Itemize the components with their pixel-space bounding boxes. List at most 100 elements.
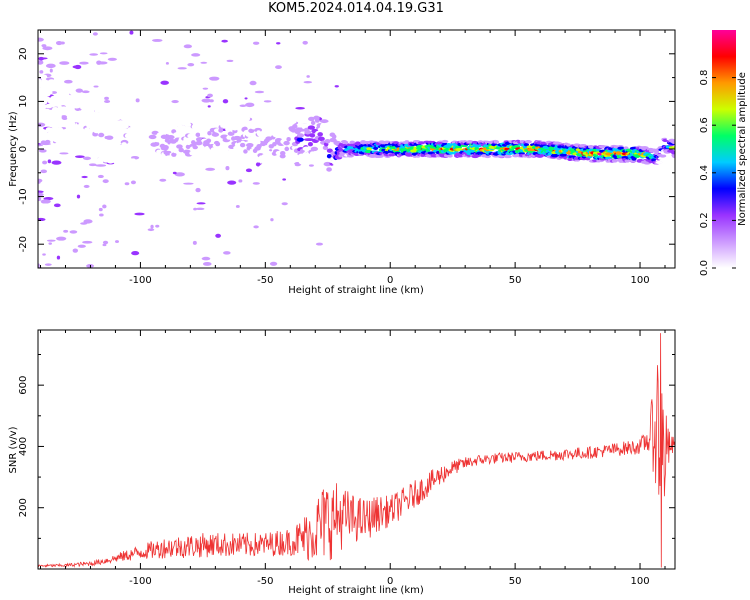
spectrogram-cell: [207, 105, 211, 108]
spectrogram-cell: [47, 90, 53, 95]
spectrogram-cell: [93, 85, 99, 88]
spectrogram-cell: [113, 133, 120, 138]
spectrogram-cell: [280, 163, 288, 169]
spectrogram-cell: [312, 112, 318, 117]
spectrogram-cell: [307, 141, 313, 147]
spectrogram-cell: [121, 142, 127, 147]
colorbar-tick-label: 0.8: [699, 70, 710, 86]
spectrogram-cell: [222, 157, 228, 163]
spectrogram-cell: [152, 154, 159, 159]
spectrogram-cell: [164, 162, 172, 167]
spectrogram-cell: [265, 136, 273, 141]
spectrogram-cell: [171, 99, 179, 104]
spectrogram-cell: [38, 122, 46, 127]
spectrogram-cell: [75, 88, 83, 93]
spectrogram-cell: [50, 95, 59, 101]
spectrogram-cell: [64, 107, 72, 112]
spectrogram-cell: [525, 140, 532, 144]
snr-x-tick-label: -50: [257, 576, 273, 587]
spectrogram-cell: [173, 118, 179, 123]
spectrogram-cell: [178, 147, 184, 153]
spectrogram-cell: [51, 100, 58, 105]
spectrogram-cell: [124, 156, 132, 161]
spectrogram-cell: [102, 243, 107, 247]
spectrogram-cell: [154, 137, 161, 143]
spectrogram-cell: [281, 202, 288, 206]
spectrogram-cell: [227, 131, 235, 136]
snr-x-tick-label: 0: [387, 576, 393, 587]
spectrogram-cell: [39, 149, 47, 153]
spectrogram-cell: [156, 158, 164, 163]
spectrogram-cell: [43, 108, 51, 114]
spectrogram-cell: [81, 90, 90, 94]
spectrogram-cell: [225, 166, 230, 171]
spectrogram-cell: [324, 138, 331, 144]
spectrogram-cell: [232, 126, 238, 131]
spectrogram-cell: [92, 32, 98, 36]
spectrogram-cell: [40, 169, 48, 174]
spectrogram-cell: [566, 143, 571, 147]
spectrogram-cell: [87, 110, 92, 116]
spectrogram-cell: [74, 155, 85, 159]
spectrogram-cell: [118, 134, 125, 140]
spectrogram-cell: [38, 196, 42, 200]
spectrogram-cell: [65, 122, 72, 128]
spectrogram-cell: [249, 80, 257, 86]
spectrogram-cell: [333, 166, 340, 171]
spectrogram-cell: [252, 41, 260, 45]
spectrogram-cell: [441, 139, 449, 144]
colorbar-tick-label: 0.4: [699, 165, 710, 181]
spectrogram-cell: [183, 159, 190, 164]
spectrogram-cell: [260, 118, 267, 123]
spectrogram-cell: [284, 146, 290, 152]
spectrogram-cell: [70, 121, 76, 126]
spectrogram-cell: [38, 87, 44, 92]
spectrogram-cell: [331, 134, 337, 139]
spectrogram-cell: [211, 132, 220, 137]
spectrogram-cell: [200, 61, 208, 64]
spectrogram-cell: [44, 96, 51, 102]
spectrogram-cell: [40, 140, 47, 145]
spectrogram-cell: [104, 122, 111, 127]
spectrogram-cell: [95, 164, 107, 167]
spectrogram-cell: [99, 52, 108, 55]
spectrogram-cell: [49, 68, 53, 73]
spectrogram-cell: [39, 70, 44, 74]
spectrogram-cell: [296, 137, 304, 142]
spectrogram-cell: [71, 127, 78, 133]
spectrogram-cell: [332, 160, 340, 166]
spectrogram-cell: [447, 154, 453, 158]
spectrogram-cell: [270, 159, 278, 164]
spectrogram-cell: [41, 44, 47, 48]
spectrogram-cell: [326, 148, 333, 153]
spectrogram-cell: [270, 218, 274, 222]
page-title: KOM5.2024.014.04.19.G31: [268, 1, 444, 16]
snr-y-tick-label: 600: [18, 376, 29, 395]
snr-x-axis-label: Height of straight line (km): [288, 585, 424, 596]
spectrogram-cell: [145, 117, 151, 123]
spectrogram-cell: [42, 46, 53, 51]
spectrogram-cell: [131, 250, 140, 256]
spectrogram-cell: [46, 114, 52, 120]
spectrogram-cell: [191, 53, 201, 57]
spectrogram-cell: [158, 162, 166, 168]
spectrogram-cell: [128, 145, 134, 151]
spectrogram-cell: [104, 109, 111, 115]
spectrogram-cell: [310, 146, 319, 152]
snr-y-axis-label: SNR (v/v): [8, 426, 19, 473]
spectrogram-cell: [672, 154, 675, 159]
spectrogram-cell: [116, 147, 122, 152]
spectrogram-cell: [107, 57, 117, 61]
spectrogram-cell: [124, 182, 130, 186]
spectrogram-cell: [77, 112, 86, 117]
spectrogram-cell: [196, 202, 206, 205]
spectrogram-cell: [226, 150, 234, 155]
spectrogram-cell: [57, 135, 64, 140]
spectrogram-cell: [275, 65, 282, 70]
spectrogram-cell: [269, 149, 273, 152]
spectrogram-cell: [57, 99, 62, 104]
spectrogram-cell: [484, 154, 491, 159]
spectrogram-cell: [79, 61, 89, 65]
spectrogram-cell: [81, 175, 88, 179]
spectrogram-cell: [193, 207, 197, 211]
